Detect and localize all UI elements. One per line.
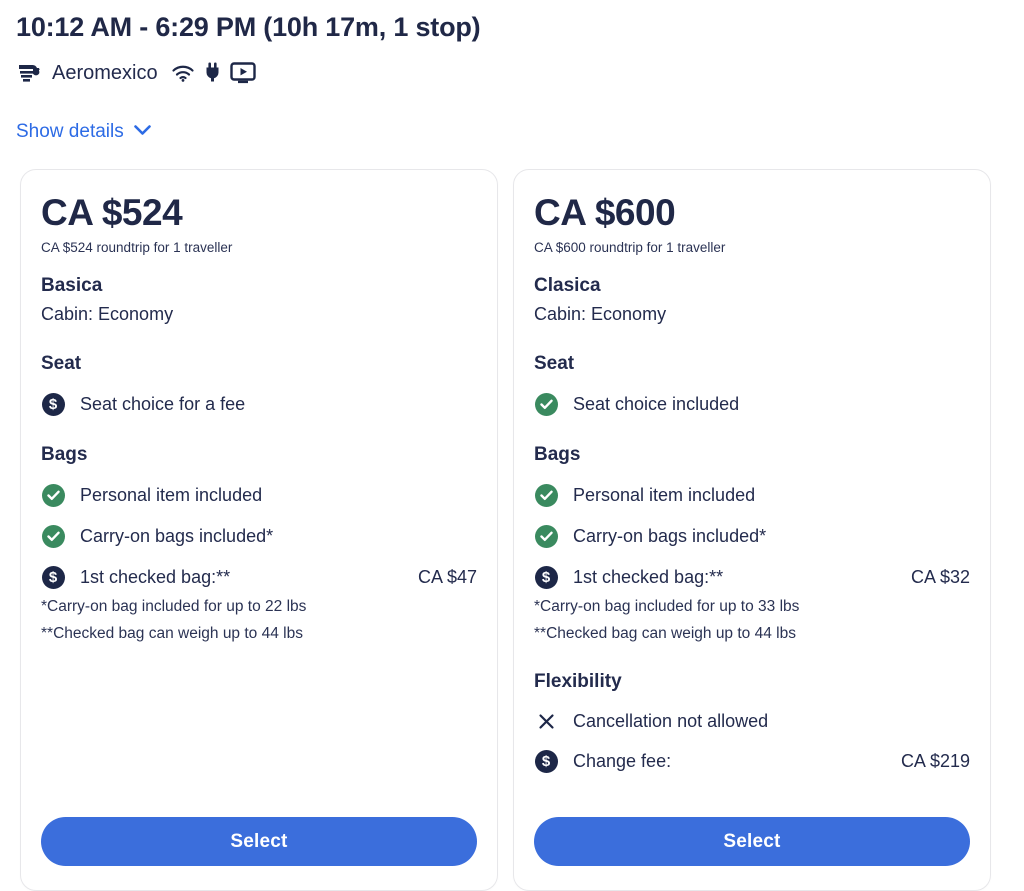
fare-price-subtitle: CA $524 roundtrip for 1 traveller — [41, 240, 233, 255]
fare-cards: CA $524 CA $524 roundtrip for 1 travelle… — [20, 169, 1004, 891]
select-button-clasica[interactable]: Select — [534, 817, 970, 866]
x-icon — [534, 713, 558, 730]
footnote: **Checked bag can weigh up to 44 lbs — [534, 625, 796, 642]
feature-row: $ 1st checked bag:** CA $32 — [534, 566, 970, 589]
feature-row: Personal item included — [41, 484, 477, 507]
feature-row: $ 1st checked bag:** CA $47 — [41, 566, 477, 589]
section-heading-bags: Bags — [41, 444, 88, 465]
feature-label: Carry-on bags included* — [573, 526, 767, 546]
fare-price: CA $600 — [534, 192, 676, 233]
fare-price-subtitle: CA $600 roundtrip for 1 traveller — [534, 240, 726, 255]
power-icon — [204, 62, 221, 84]
feature-row: Carry-on bags included* — [534, 525, 970, 548]
cabin-label: Cabin: Economy — [534, 304, 667, 324]
feature-row: $ Seat choice for a fee — [41, 393, 477, 416]
feature-label: Seat choice included — [573, 394, 740, 414]
feature-label: Seat choice for a fee — [80, 394, 246, 414]
feature-row: Cancellation not allowed — [534, 711, 970, 732]
dollar-circle-icon: $ — [534, 750, 558, 773]
wifi-icon — [171, 63, 195, 83]
feature-row: Seat choice included — [534, 393, 970, 416]
check-circle-icon — [534, 393, 558, 416]
feature-label: Cancellation not allowed — [573, 711, 769, 731]
footnote: **Checked bag can weigh up to 44 lbs — [41, 625, 303, 642]
fare-card-basica: CA $524 CA $524 roundtrip for 1 travelle… — [20, 169, 498, 891]
feature-label: Carry-on bags included* — [80, 526, 274, 546]
fare-name: Basica — [41, 275, 103, 296]
select-button-basica[interactable]: Select — [41, 817, 477, 866]
footnote: *Carry-on bag included for up to 22 lbs — [41, 598, 307, 615]
dollar-circle-icon: $ — [41, 566, 65, 589]
feature-label: Personal item included — [573, 485, 756, 505]
check-circle-icon — [534, 484, 558, 507]
feature-row: $ Change fee: CA $219 — [534, 750, 970, 773]
feature-label: 1st checked bag:** — [573, 567, 724, 587]
feature-label: Change fee: — [573, 751, 672, 771]
itinerary-title: 10:12 AM - 6:29 PM (10h 17m, 1 stop) — [16, 12, 481, 42]
cabin-label: Cabin: Economy — [41, 304, 174, 324]
aeromexico-logo-icon — [16, 58, 43, 89]
section-heading-seat: Seat — [534, 353, 575, 374]
show-details-label: Show details — [16, 121, 124, 142]
airline-name: Aeromexico — [52, 61, 158, 84]
dollar-circle-icon: $ — [534, 566, 558, 589]
entertainment-icon — [229, 62, 256, 84]
dollar-circle-icon: $ — [41, 393, 65, 416]
fare-card-clasica: CA $600 CA $600 roundtrip for 1 travelle… — [513, 169, 991, 891]
check-circle-icon — [41, 525, 65, 548]
feature-row: Personal item included — [534, 484, 970, 507]
check-circle-icon — [534, 525, 558, 548]
feature-value: CA $219 — [900, 751, 970, 771]
footnote: *Carry-on bag included for up to 33 lbs — [534, 598, 800, 615]
show-details-toggle[interactable]: Show details — [16, 121, 151, 143]
airline-row: Aeromexico — [16, 59, 1008, 87]
feature-row: Carry-on bags included* — [41, 525, 477, 548]
section-heading-seat: Seat — [41, 353, 82, 374]
feature-value: CA $32 — [910, 567, 970, 587]
section-heading-bags: Bags — [534, 444, 581, 465]
fare-name: Clasica — [534, 275, 601, 296]
check-circle-icon — [41, 484, 65, 507]
chevron-down-icon — [133, 123, 151, 141]
feature-label: 1st checked bag:** — [80, 567, 231, 587]
feature-label: Personal item included — [80, 485, 263, 505]
fare-price: CA $524 — [41, 192, 183, 233]
feature-value: CA $47 — [417, 567, 477, 587]
section-heading-flexibility: Flexibility — [534, 671, 622, 692]
